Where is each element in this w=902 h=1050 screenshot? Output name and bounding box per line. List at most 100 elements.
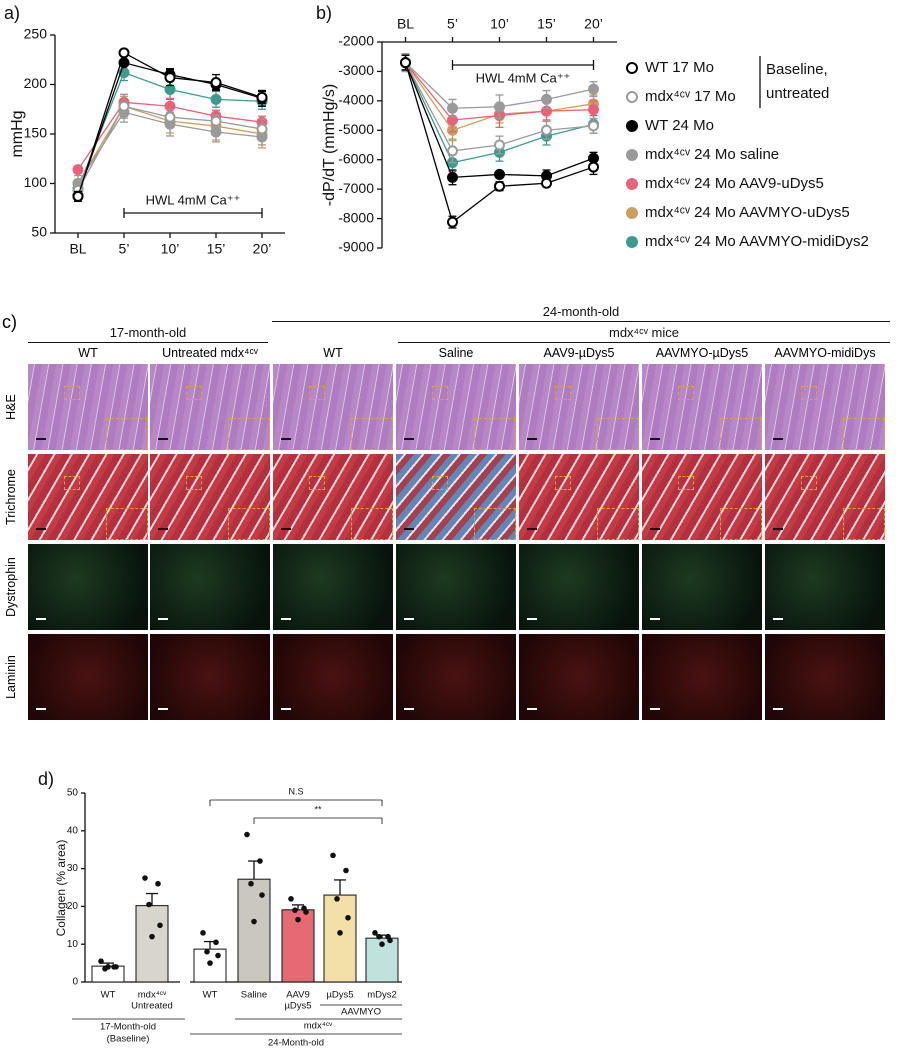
y-tick-label: -2000 (338, 33, 374, 49)
x-tick-label: 10’ (161, 241, 180, 257)
group-header: mdx⁴ᶜᵛ mice (398, 325, 890, 343)
y-tick-label: 20 (67, 901, 79, 912)
x-tick-label: WT (203, 990, 218, 1001)
micrograph (642, 634, 762, 720)
data-point (337, 930, 343, 936)
inset-box (309, 386, 325, 400)
data-point (204, 948, 210, 955)
scale-bar (773, 438, 783, 440)
data-point (292, 907, 298, 913)
micrograph (150, 634, 270, 720)
data-point (251, 918, 257, 925)
y-tick-label: -8000 (338, 209, 374, 225)
micrograph (765, 544, 885, 630)
inset-box (597, 508, 639, 540)
inset-box (678, 476, 694, 490)
x-tick-label: BL (397, 16, 414, 32)
scale-bar (281, 708, 291, 710)
scale-bar (650, 708, 660, 710)
micrograph (28, 544, 148, 630)
x-tick-label: 15’ (207, 241, 226, 257)
scale-bar (36, 618, 46, 620)
data-point (207, 960, 213, 966)
x-tick-label: 15’ (537, 16, 556, 32)
inset-box (106, 418, 148, 450)
data-point (213, 939, 219, 946)
micrograph (273, 454, 393, 540)
inset-box (843, 508, 885, 540)
marker (588, 83, 599, 95)
group-header: 24-month-old (272, 304, 890, 322)
scale-bar (773, 618, 783, 620)
micrograph (642, 364, 762, 450)
marker (256, 123, 268, 135)
marker (447, 145, 458, 157)
micrograph (28, 634, 148, 720)
data-point (215, 952, 221, 959)
y-tick-label: 0 (72, 977, 78, 988)
panel-label: a) (4, 3, 20, 23)
inset-box (843, 418, 885, 450)
x-tick-label: BL (69, 241, 86, 257)
y-tick-label: 50 (67, 788, 79, 799)
scale-bar (158, 618, 168, 620)
inset-box (555, 386, 571, 400)
marker (164, 72, 176, 84)
data-point (155, 880, 161, 887)
micrograph (150, 454, 270, 540)
legend-marker (626, 149, 638, 161)
panel-label: c) (2, 312, 17, 332)
scale-bar (36, 708, 46, 710)
data-point (372, 930, 378, 936)
data-point (387, 937, 393, 944)
inset-box (432, 386, 448, 400)
micrograph (519, 634, 639, 720)
marker (541, 177, 552, 189)
inset-box (309, 476, 325, 490)
annotation: HWL 4mM Ca⁺⁺ (476, 70, 571, 85)
data-point (303, 909, 309, 915)
significance-label: N.S (288, 786, 303, 796)
marker (588, 120, 599, 132)
legend-marker (626, 120, 638, 132)
y-tick-label: -9000 (338, 239, 374, 255)
marker (210, 77, 222, 89)
marker (588, 161, 599, 173)
scale-bar (404, 438, 414, 440)
scale-bar (773, 708, 783, 710)
legend-label: mdx⁴ᶜᵛ 24 Mo AAV9-uDys5 (645, 175, 824, 192)
y-tick-label: 250 (24, 26, 48, 42)
inset-box (720, 508, 762, 540)
marker (447, 216, 458, 228)
column-label: AAV9-µDys5 (543, 346, 615, 360)
scale-bar (527, 528, 537, 530)
inset-box (351, 508, 393, 540)
y-tick-label: -6000 (338, 150, 374, 166)
micrograph (150, 544, 270, 630)
column-label: WT (323, 346, 343, 360)
scale-bar (281, 528, 291, 530)
inset-box (474, 508, 516, 540)
data-point (248, 880, 254, 887)
micrograph (765, 454, 885, 540)
micrograph (273, 634, 393, 720)
column-label: WT (78, 346, 98, 360)
scale-bar (158, 438, 168, 440)
inset-box (351, 418, 393, 450)
inset-box (106, 508, 148, 540)
group-label: (Baseline) (107, 1034, 150, 1045)
group-label: 24-Month-old (268, 1038, 324, 1049)
scale-bar (36, 528, 46, 530)
inset-box (432, 476, 448, 490)
micrograph (519, 364, 639, 450)
significance-label: ** (314, 804, 322, 814)
data-point (330, 852, 336, 859)
data-point (345, 914, 351, 921)
data-point (98, 958, 104, 965)
y-tick-label: -4000 (338, 92, 374, 108)
marker (541, 93, 552, 105)
micrograph (150, 364, 270, 450)
group-label: 17-Month-old (100, 1022, 156, 1033)
marker (118, 47, 130, 59)
column-label: AAVMYO-midiDys (774, 346, 876, 360)
